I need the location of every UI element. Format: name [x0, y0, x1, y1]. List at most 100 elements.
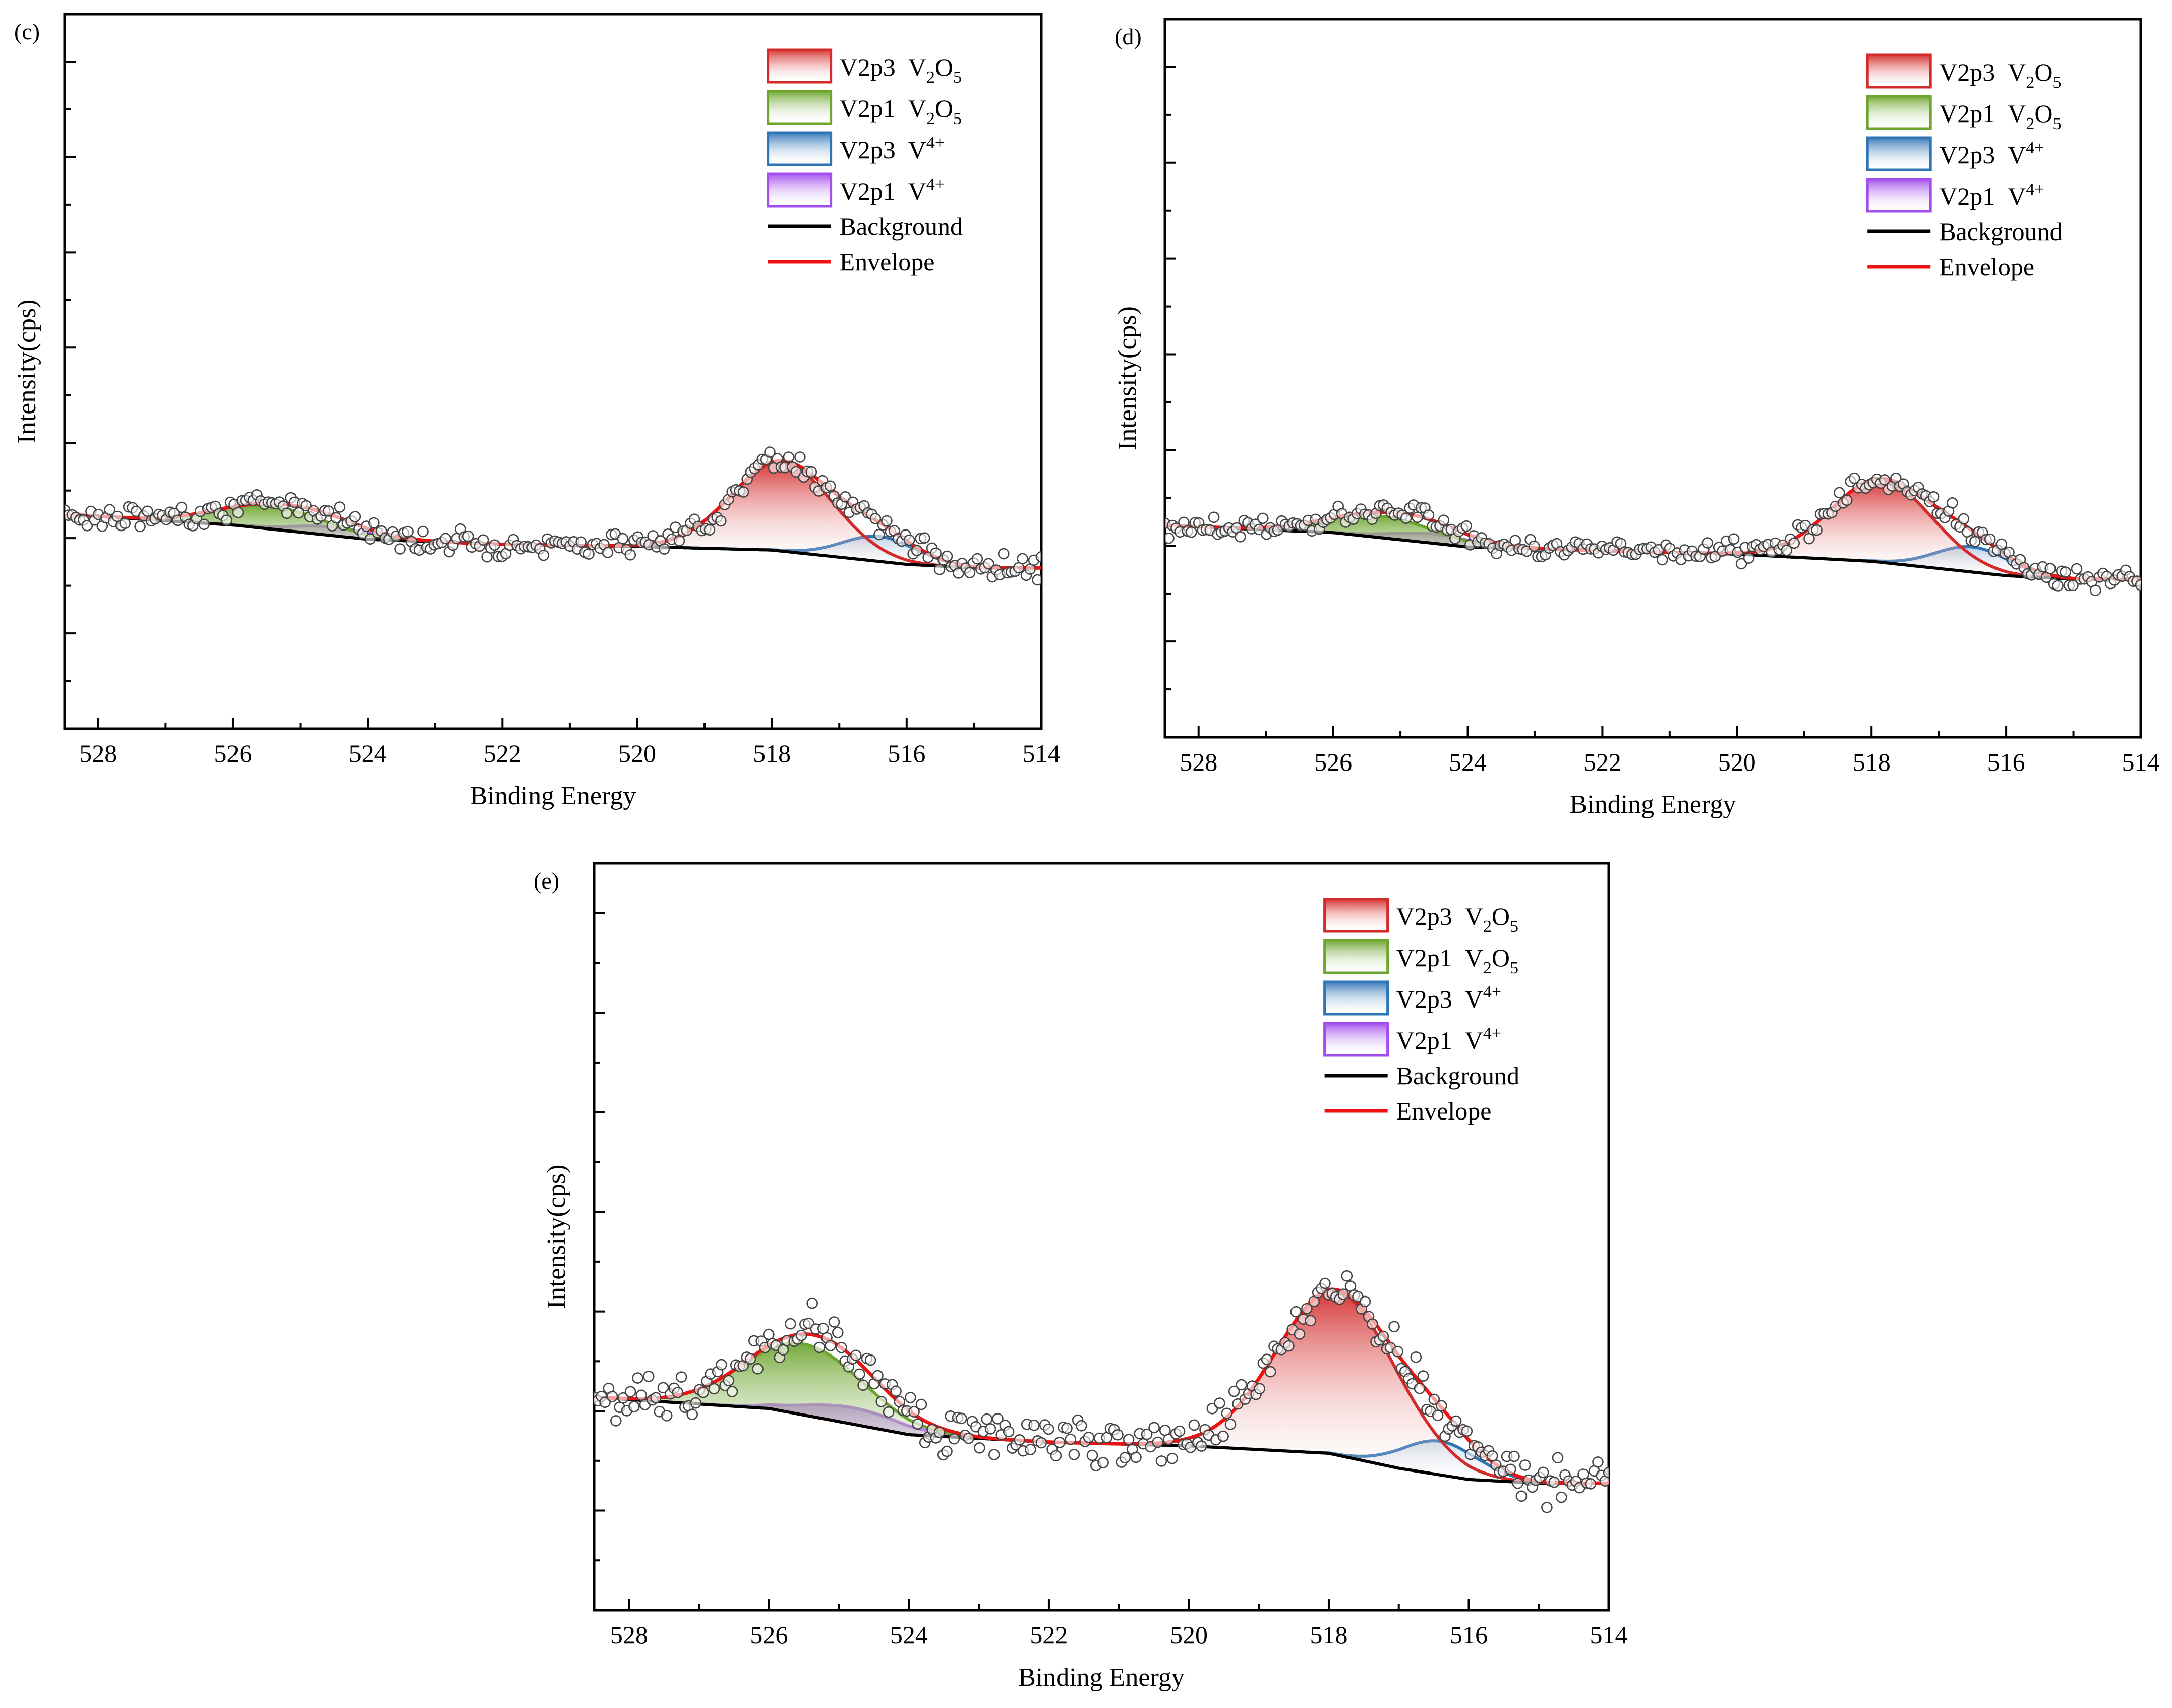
- data-point: [1119, 1452, 1131, 1463]
- data-point: [104, 504, 115, 516]
- data-point: [292, 507, 305, 519]
- data-point: [1512, 1478, 1523, 1489]
- legend-swatch-v2p3-v2o5: [1866, 53, 1932, 89]
- data-point: [933, 1427, 946, 1438]
- data-point: [726, 1386, 738, 1397]
- data-point: [2060, 566, 2071, 578]
- data-point: [817, 1323, 829, 1334]
- data-point: [1214, 1397, 1225, 1409]
- x-tick-label: 528: [79, 739, 117, 768]
- data-point: [81, 520, 93, 532]
- x-tick-label: 522: [1030, 1621, 1068, 1649]
- legend-label: V2p1 V2O5: [1396, 944, 1518, 977]
- legend-label: V2p1 V2O5: [1939, 99, 2061, 133]
- legend-entry-v2p1-v4: V2p1 V4+: [767, 172, 945, 208]
- legend-entry-v2p1-v4: V2p1 V4+: [1866, 178, 2044, 213]
- data-point: [1927, 491, 1940, 503]
- data-point: [642, 1371, 655, 1382]
- data-point: [1450, 1415, 1462, 1427]
- legend-entry-v2p3-v2o5: V2p3 V2O5: [1866, 53, 2062, 92]
- data-point: [1236, 1379, 1247, 1391]
- y-axis-title: Intensity(cps): [542, 1165, 571, 1309]
- data-point: [1508, 1450, 1520, 1462]
- plot-frame: [1163, 18, 2142, 739]
- data-point: [992, 1413, 1004, 1425]
- data-point: [1359, 1295, 1371, 1308]
- data-point: [1841, 494, 1853, 506]
- data-point: [1208, 511, 1220, 523]
- data-point: [1173, 1425, 1186, 1437]
- data-point: [890, 1385, 902, 1397]
- data-point: [1410, 1351, 1422, 1363]
- data-point: [1061, 1422, 1073, 1434]
- data-point: [606, 1391, 618, 1402]
- legend-entry-background: Background: [768, 212, 963, 241]
- data-point: [983, 558, 994, 570]
- data-point: [918, 532, 930, 544]
- plot-area: [594, 1270, 1609, 1513]
- data-point: [599, 1396, 611, 1408]
- data-point: [881, 515, 893, 527]
- data-point: [1969, 536, 1981, 548]
- data-point: [1958, 513, 1970, 525]
- peak-fill-v2p3-v2o5: [65, 461, 1041, 568]
- legend-label: Background: [1396, 1062, 1519, 1090]
- x-tick-label: 516: [1987, 748, 2025, 776]
- legend-swatch-v2p3-v2o5: [1323, 898, 1389, 933]
- data-point: [1265, 1366, 1276, 1378]
- data-point: [723, 1375, 735, 1386]
- data-point: [832, 1327, 844, 1338]
- data-point: [675, 1371, 687, 1383]
- legend-entry-v2p1-v4: V2p1 V4+: [1323, 1022, 1501, 1057]
- legend-entry-v2p3-v4: V2p3 V4+: [767, 131, 945, 166]
- x-tick-label: 528: [1180, 748, 1217, 776]
- data-point: [1834, 487, 1845, 499]
- legend-entry-background: Background: [1867, 217, 2063, 246]
- data-point: [1656, 554, 1668, 566]
- data-point: [941, 550, 953, 562]
- y-axis-title: Intensity(cps): [13, 300, 41, 444]
- data-point: [933, 563, 946, 575]
- data-point: [1152, 1436, 1164, 1448]
- legend-label: Envelope: [1939, 253, 2034, 281]
- data-point: [334, 501, 346, 513]
- data-point: [1428, 1393, 1440, 1405]
- data-point: [981, 1413, 993, 1425]
- data-point: [1735, 558, 1747, 570]
- panel-tag: (e): [534, 868, 559, 894]
- data-point: [602, 547, 614, 558]
- data-point: [417, 525, 429, 538]
- data-point: [1556, 1491, 1567, 1503]
- data-point: [806, 1297, 818, 1309]
- data-point: [661, 1410, 673, 1422]
- data-point: [930, 547, 942, 559]
- legend-swatch-v2p1-v4: [1866, 178, 1932, 213]
- panel-e: 528 526 524 522 520 518 516 514 Binding Energy In…: [534, 862, 1628, 1692]
- data-point: [1460, 520, 1472, 532]
- data-point: [489, 539, 500, 551]
- data-point: [1461, 1425, 1473, 1437]
- data-point: [1414, 1383, 1426, 1394]
- y-axis-title: Intensity(cps): [1113, 306, 1142, 450]
- x-tick-label: 524: [890, 1621, 928, 1649]
- data-point: [1519, 1459, 1531, 1471]
- data-point: [198, 518, 210, 531]
- data-point: [672, 1387, 684, 1398]
- data-point: [1035, 551, 1041, 563]
- data-point: [941, 1445, 953, 1457]
- data-point: [657, 1382, 669, 1394]
- data-point: [1528, 540, 1540, 552]
- data-point: [1417, 1370, 1429, 1382]
- legend-label: Envelope: [840, 248, 935, 276]
- legend-entry-v2p3-v2o5: V2p3 V2O5: [767, 48, 962, 87]
- data-point: [1035, 1437, 1047, 1449]
- data-point: [1235, 531, 1246, 543]
- data-point: [1155, 1455, 1167, 1467]
- data-point: [1423, 509, 1435, 521]
- legend-label: V2p3 V2O5: [1939, 58, 2061, 92]
- data-point: [764, 446, 776, 458]
- data-point: [1290, 1306, 1302, 1318]
- legend-swatch-v2p1-v2o5: [767, 90, 833, 125]
- data-point: [974, 1442, 985, 1454]
